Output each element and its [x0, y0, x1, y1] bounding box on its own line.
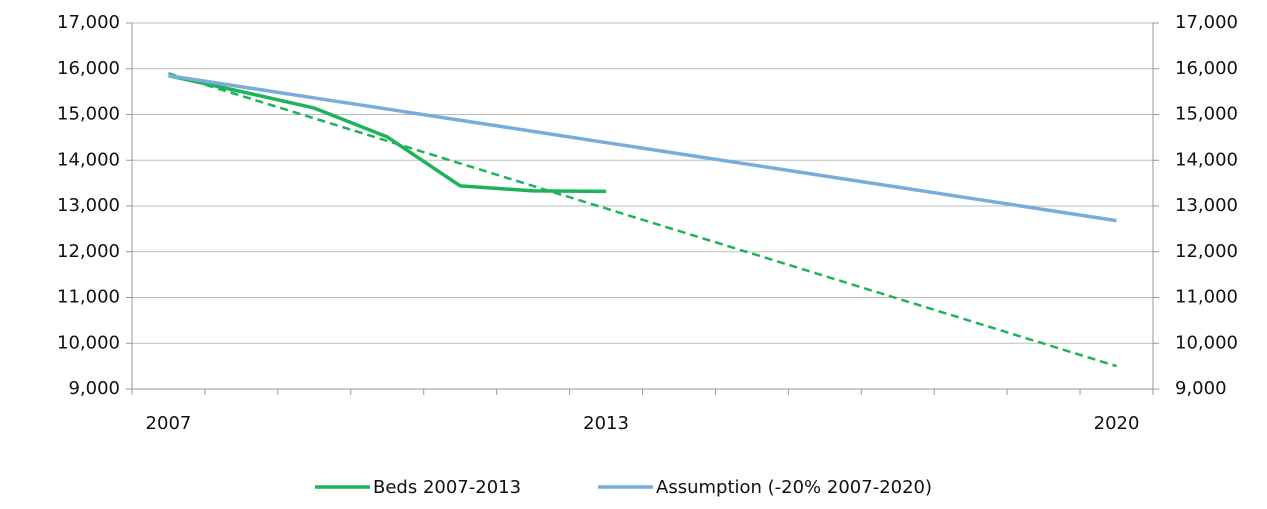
y2-tick-label: 17,000 [1175, 12, 1238, 33]
y2-tick-label: 16,000 [1175, 58, 1238, 79]
x-tick-label: 2020 [1094, 413, 1140, 434]
trendline [168, 72, 1117, 368]
y-tick-label: 11,000 [57, 287, 120, 308]
y2-tick-label: 14,000 [1175, 149, 1238, 170]
y2-tick-label: 13,000 [1175, 195, 1238, 216]
y-tick-label: 13,000 [57, 195, 120, 216]
y-tick-label: 10,000 [57, 332, 120, 353]
y-tick-label: 14,000 [57, 149, 120, 170]
x-tick-label: 2013 [583, 413, 629, 434]
y2-tick-label: 11,000 [1175, 287, 1238, 308]
y2-tick-label: 9,000 [1175, 378, 1227, 399]
y2-tick-label: 15,000 [1175, 104, 1238, 125]
line-series [168, 73, 607, 194]
y-tick-label: 17,000 [57, 12, 120, 33]
y-tick-label: 15,000 [57, 104, 120, 125]
legend-label: Beds 2007-2013 [373, 477, 521, 498]
y2-tick-label: 10,000 [1175, 332, 1238, 353]
y-tick-label: 9,000 [68, 378, 120, 399]
legend-label: Assumption (-20% 2007-2020) [656, 477, 932, 498]
y2-tick-label: 12,000 [1175, 241, 1238, 262]
x-tick-label: 2007 [146, 413, 192, 434]
y-tick-label: 16,000 [57, 58, 120, 79]
line-series [168, 73, 1117, 223]
y-tick-label: 12,000 [57, 241, 120, 262]
